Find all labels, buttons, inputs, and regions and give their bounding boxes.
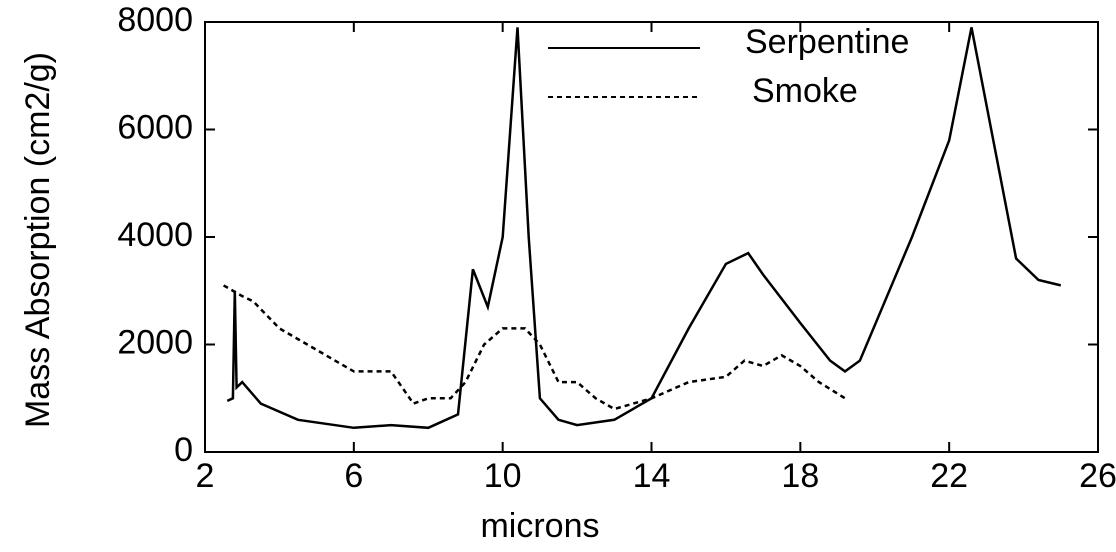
plot-frame <box>204 21 1099 453</box>
x-tick-label: 22 <box>930 457 968 495</box>
x-axis-label: microns <box>480 507 599 545</box>
series-line <box>226 27 1062 430</box>
y-tick-label: 4000 <box>117 216 193 254</box>
y-tick-label: 6000 <box>117 108 193 146</box>
x-tick-label: 18 <box>781 457 819 495</box>
y-axis-label: Mass Absorption (cm2/g) <box>19 52 57 428</box>
x-tick-label: 6 <box>344 457 363 495</box>
legend-label: Serpentine <box>745 23 909 61</box>
x-tick-label: 2 <box>196 457 215 495</box>
x-tick-label: 26 <box>1079 457 1116 495</box>
y-tick-label: 2000 <box>117 323 193 361</box>
legend-label: Smoke <box>752 72 858 110</box>
x-tick-label: 10 <box>484 457 522 495</box>
series-line <box>222 284 846 411</box>
y-tick-label: 0 <box>174 431 193 469</box>
x-tick-label: 14 <box>633 457 671 495</box>
y-tick-label: 8000 <box>117 1 193 39</box>
